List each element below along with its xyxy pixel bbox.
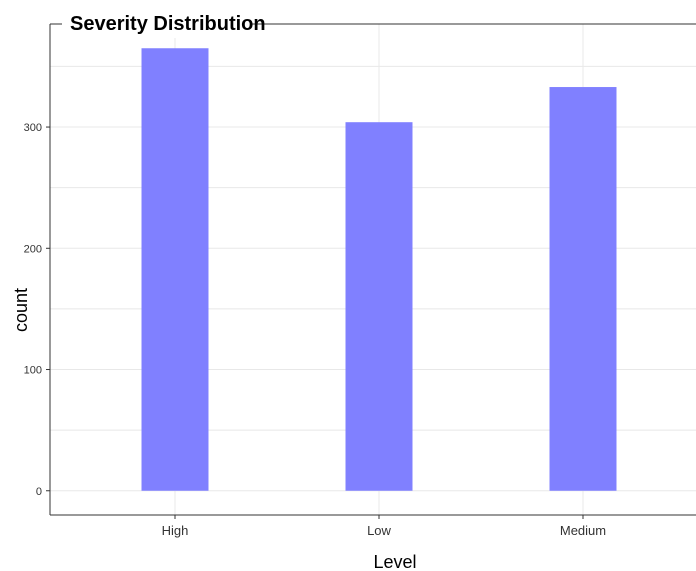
axis-ticks: 0 100 200 300 High Low Medium <box>24 122 606 538</box>
chart-title-background <box>62 10 252 38</box>
y-tick-label: 200 <box>24 243 42 255</box>
bars <box>141 48 617 491</box>
chart-title: Severity Distribution <box>70 13 266 35</box>
x-tick-label-low: Low <box>367 523 391 538</box>
y-tick-label: 0 <box>36 486 42 498</box>
bar-high <box>141 48 209 491</box>
bar-low <box>345 122 413 491</box>
y-axis-title: count <box>11 288 31 332</box>
x-tick-label-medium: Medium <box>560 523 606 538</box>
bar-medium <box>549 87 617 491</box>
y-tick-label: 300 <box>24 122 42 134</box>
y-tick-label: 100 <box>24 365 42 377</box>
x-tick-label-high: High <box>162 523 189 538</box>
x-axis-title: Level <box>373 552 416 571</box>
